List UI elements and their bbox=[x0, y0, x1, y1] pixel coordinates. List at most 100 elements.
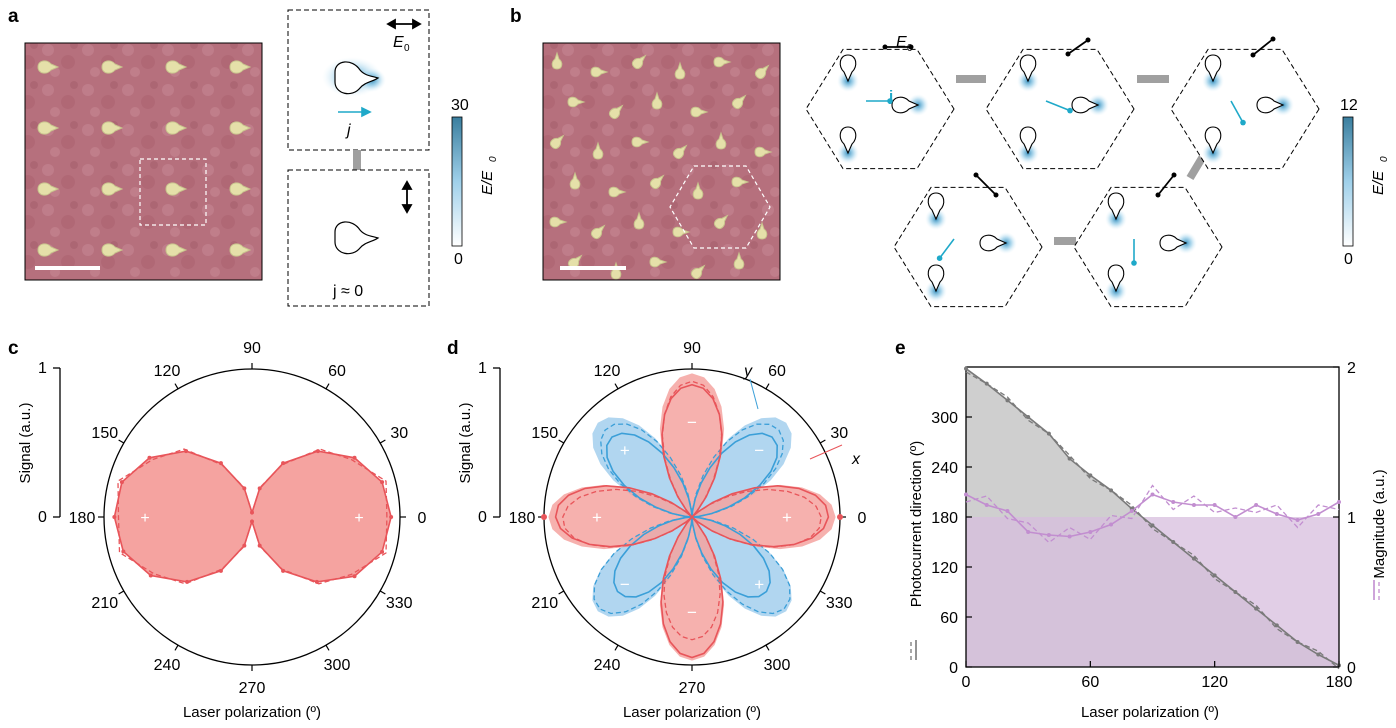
sem-particle bbox=[101, 121, 124, 135]
magnitude-point bbox=[1026, 530, 1031, 534]
hexagon-cell bbox=[985, 48, 1135, 170]
magnitude-point bbox=[1337, 500, 1341, 504]
polar-tick-label: 30 bbox=[390, 425, 408, 442]
data-point bbox=[837, 514, 843, 520]
data-point bbox=[352, 574, 357, 579]
teardrop-particle bbox=[1256, 96, 1285, 114]
j-zero-label: j ≈ 0 bbox=[332, 283, 363, 300]
sem-particle bbox=[229, 243, 252, 257]
polar-tick bbox=[558, 439, 565, 444]
sem-particle bbox=[631, 54, 647, 70]
current-arrow bbox=[1045, 100, 1071, 112]
e0-arrowhead bbox=[908, 44, 914, 50]
magnitude-point bbox=[1109, 522, 1114, 527]
polar-tick bbox=[819, 590, 826, 595]
teardrop-particle bbox=[1159, 234, 1188, 252]
e0-arrowhead bbox=[1250, 52, 1256, 58]
scale-bar-a bbox=[35, 266, 100, 270]
sign-mark: + bbox=[620, 441, 630, 460]
sem-particle bbox=[165, 121, 188, 135]
sem-particle bbox=[37, 243, 60, 257]
e0-arrowhead bbox=[993, 192, 999, 198]
teardrop-particle bbox=[1071, 96, 1100, 114]
magnitude-point bbox=[984, 503, 989, 507]
direction-point bbox=[1046, 431, 1051, 436]
data-point bbox=[250, 510, 254, 515]
magnitude-point bbox=[1254, 503, 1259, 507]
polar-tick bbox=[118, 590, 125, 595]
sem-particle bbox=[37, 182, 60, 196]
sign-mark: + bbox=[592, 508, 602, 527]
hexagon-cell bbox=[1073, 186, 1223, 308]
sem-particle bbox=[549, 216, 568, 228]
scale-bar-b bbox=[560, 266, 626, 270]
connector-a bbox=[353, 150, 361, 170]
sem-particle bbox=[101, 182, 124, 196]
polar-tick bbox=[614, 644, 619, 651]
data-point bbox=[218, 568, 223, 573]
y-left-tick-label: 120 bbox=[931, 560, 958, 577]
hex-connector bbox=[956, 75, 986, 83]
magnitude-point bbox=[1129, 509, 1134, 513]
direction-point bbox=[1026, 415, 1031, 419]
svg-text:30: 30 bbox=[451, 97, 469, 114]
sem-particle bbox=[651, 91, 663, 110]
svg-text:0: 0 bbox=[38, 509, 47, 526]
magnitude-point bbox=[1233, 515, 1238, 519]
data-point bbox=[185, 579, 190, 584]
e0-arrow-vertical bbox=[401, 180, 413, 214]
data-point bbox=[380, 549, 385, 554]
hex-connector bbox=[1137, 75, 1169, 83]
polar-tick-label: 0 bbox=[858, 510, 867, 527]
data-point bbox=[281, 568, 286, 573]
polar-tick-label: 240 bbox=[154, 657, 181, 674]
data-point bbox=[184, 449, 189, 454]
teardrop-particle bbox=[1019, 54, 1037, 83]
svg-text:E/E: E/E bbox=[479, 170, 496, 195]
teardrop-particle bbox=[927, 264, 945, 293]
e0-arrow bbox=[1157, 174, 1175, 196]
x-tick-label: 60 bbox=[1081, 674, 1099, 691]
sem-particle bbox=[733, 251, 745, 270]
magnitude-point bbox=[1274, 512, 1279, 516]
svg-text:Signal (a.u.): Signal (a.u.) bbox=[17, 403, 34, 484]
e0-arrow bbox=[1252, 38, 1274, 56]
data-point bbox=[315, 449, 320, 454]
magnitude-dashed bbox=[965, 484, 1340, 544]
data-point bbox=[119, 480, 124, 485]
polar-tick-label: 240 bbox=[594, 657, 621, 674]
polar-tick-label: 180 bbox=[69, 510, 96, 527]
data-point bbox=[242, 486, 247, 491]
polar-tick-label: 210 bbox=[531, 595, 558, 612]
e0-arrow bbox=[975, 174, 997, 196]
sem-image-b bbox=[542, 42, 781, 281]
teardrop-particle bbox=[1019, 126, 1037, 155]
roi-hexagon-b bbox=[669, 165, 771, 249]
e0-arrowhead bbox=[1085, 37, 1091, 43]
sign-mark: + bbox=[140, 510, 149, 527]
polar-tick-label: 0 bbox=[418, 510, 427, 527]
polar-tick-label: 330 bbox=[826, 595, 853, 612]
xlabel-c: Laser polarization (º) bbox=[183, 704, 321, 721]
e0-arrow bbox=[386, 18, 422, 30]
polar-tick bbox=[379, 439, 386, 444]
field-map-a-horizontal: E 0 j bbox=[287, 9, 430, 151]
direction-point bbox=[1254, 606, 1259, 611]
polar-tick-label: 90 bbox=[683, 340, 701, 357]
e0-arrowhead bbox=[1065, 51, 1071, 57]
data-point bbox=[148, 573, 153, 578]
svg-text:0: 0 bbox=[1344, 251, 1353, 268]
sem-particle bbox=[592, 141, 604, 160]
x-tick-label: 0 bbox=[962, 674, 971, 691]
hex-connector bbox=[1054, 237, 1076, 245]
data-point bbox=[112, 515, 117, 519]
svg-text:0: 0 bbox=[478, 509, 487, 526]
sem-particle bbox=[608, 104, 624, 120]
sem-image-a bbox=[24, 42, 263, 281]
svg-text:Signal (a.u.): Signal (a.u.) bbox=[457, 403, 474, 484]
direction-point bbox=[1274, 623, 1279, 628]
polar-tick bbox=[379, 590, 386, 595]
polar-tick-label: 60 bbox=[768, 363, 786, 380]
